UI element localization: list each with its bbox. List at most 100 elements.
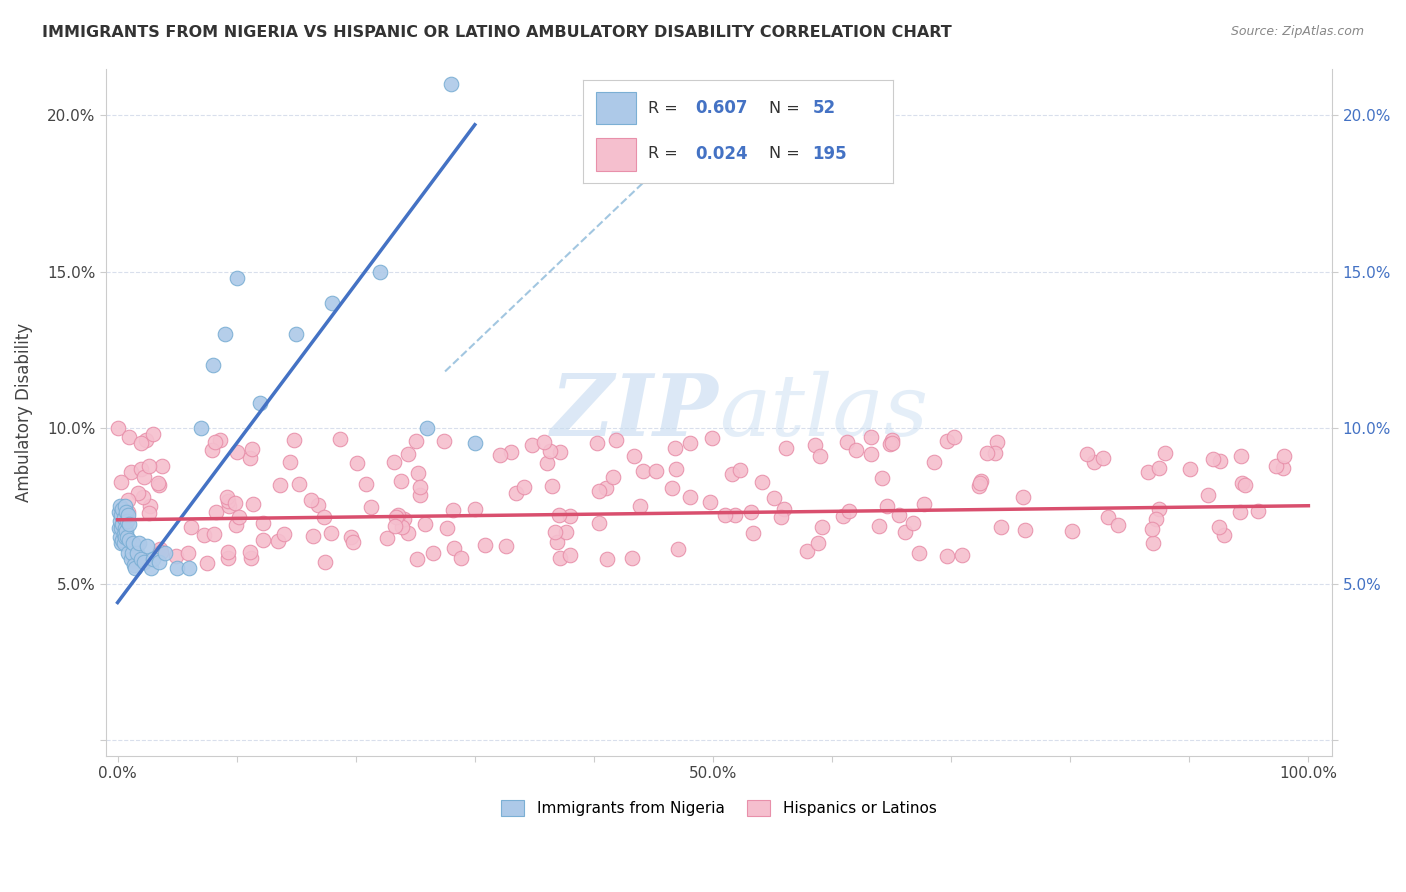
Point xyxy=(1230,449,1253,463)
Point xyxy=(1247,504,1270,518)
Point xyxy=(990,520,1012,534)
Point xyxy=(391,520,413,534)
Point xyxy=(115,505,138,519)
Point xyxy=(240,442,263,456)
Point xyxy=(441,503,464,517)
Point xyxy=(135,434,157,448)
Point xyxy=(984,446,1007,460)
Point xyxy=(950,549,973,563)
Point xyxy=(538,444,561,458)
Point xyxy=(269,478,291,492)
Point xyxy=(112,511,135,525)
Point xyxy=(876,499,898,513)
Point xyxy=(204,434,226,449)
Point xyxy=(122,558,145,572)
Point xyxy=(942,430,965,444)
Point xyxy=(177,561,200,575)
Point xyxy=(1208,454,1230,468)
Point xyxy=(136,539,159,553)
Text: 195: 195 xyxy=(813,145,846,162)
Point xyxy=(1091,450,1114,465)
Point xyxy=(129,551,152,566)
Point xyxy=(700,431,723,445)
Point xyxy=(679,435,702,450)
Text: 52: 52 xyxy=(813,100,835,118)
Point xyxy=(422,546,444,560)
Point xyxy=(166,561,188,575)
Point xyxy=(1144,512,1167,526)
Point xyxy=(879,436,901,450)
Y-axis label: Ambulatory Disability: Ambulatory Disability xyxy=(15,323,32,501)
Point xyxy=(1197,488,1219,502)
Point xyxy=(436,521,458,535)
Text: 0.024: 0.024 xyxy=(695,145,748,162)
Point xyxy=(225,270,247,285)
Point xyxy=(602,470,624,484)
Point xyxy=(339,530,361,544)
Text: R =: R = xyxy=(648,101,683,116)
Point xyxy=(117,493,139,508)
Point xyxy=(201,442,224,457)
Point xyxy=(288,477,311,491)
Point xyxy=(319,526,342,541)
Point xyxy=(1142,535,1164,549)
Point xyxy=(120,465,142,479)
Point xyxy=(763,491,786,505)
Point xyxy=(1232,475,1254,490)
Point xyxy=(1233,478,1256,492)
Point xyxy=(114,499,136,513)
Point xyxy=(107,505,129,519)
Legend: Immigrants from Nigeria, Hispanics or Latinos: Immigrants from Nigeria, Hispanics or La… xyxy=(494,792,943,823)
Point xyxy=(118,533,141,547)
Point xyxy=(882,433,904,447)
Point xyxy=(111,517,134,532)
Point xyxy=(860,447,883,461)
Point xyxy=(440,77,463,91)
Bar xyxy=(596,92,636,124)
Point xyxy=(278,455,301,469)
Point xyxy=(586,435,609,450)
Point xyxy=(396,526,419,541)
Point xyxy=(239,451,262,466)
Point xyxy=(321,295,343,310)
Point xyxy=(548,508,571,522)
Point xyxy=(307,498,329,512)
Point xyxy=(713,508,735,522)
Point xyxy=(588,516,610,530)
Point xyxy=(177,546,200,560)
Point xyxy=(228,510,250,524)
Point xyxy=(740,505,762,519)
Point xyxy=(252,533,274,548)
Point xyxy=(118,430,141,444)
Point xyxy=(138,506,160,520)
Point xyxy=(405,434,427,448)
Point xyxy=(513,480,536,494)
Point xyxy=(111,533,134,547)
Text: IMMIGRANTS FROM NIGERIA VS HISPANIC OR LATINO AMBULATORY DISABILITY CORRELATION : IMMIGRANTS FROM NIGERIA VS HISPANIC OR L… xyxy=(42,25,952,40)
Point xyxy=(217,551,239,566)
Point xyxy=(1107,517,1129,532)
Point xyxy=(623,449,645,463)
Point xyxy=(214,326,236,341)
Point xyxy=(132,555,155,569)
Point xyxy=(384,518,406,533)
Point xyxy=(240,551,263,566)
Point xyxy=(970,474,993,488)
Point xyxy=(107,520,129,534)
Point xyxy=(1213,528,1236,542)
Point xyxy=(678,490,700,504)
Point xyxy=(242,497,264,511)
Point xyxy=(804,438,827,452)
Point xyxy=(128,536,150,550)
Point xyxy=(148,476,170,491)
Point xyxy=(558,508,581,523)
Point xyxy=(416,420,439,434)
Point xyxy=(195,557,218,571)
Point xyxy=(405,551,427,566)
Point xyxy=(382,455,405,469)
Point xyxy=(621,550,644,565)
Point xyxy=(409,480,432,494)
Point xyxy=(986,434,1008,449)
Point xyxy=(124,554,146,568)
Point xyxy=(796,544,818,558)
